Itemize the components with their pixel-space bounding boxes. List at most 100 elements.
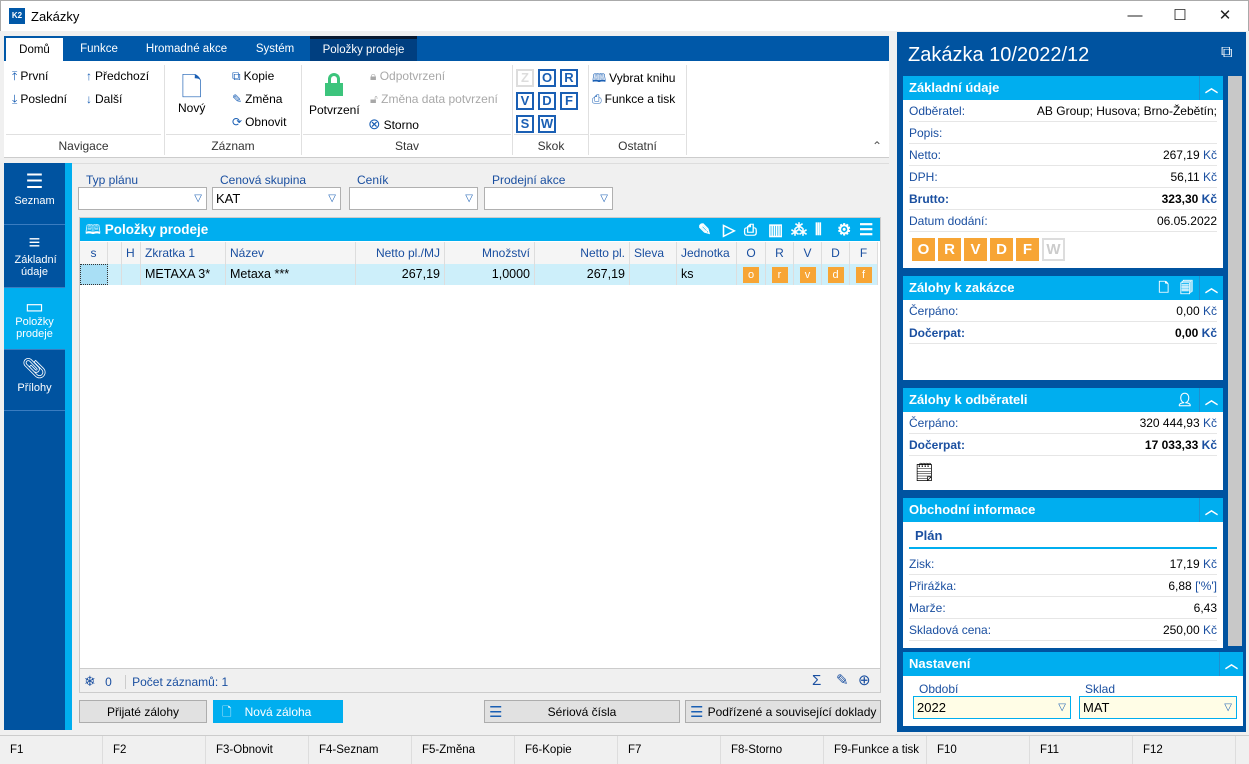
user-document-icon[interactable]: 👤︎ xyxy=(1176,392,1193,407)
previous-button[interactable]: ↑ Předchozí xyxy=(86,69,150,83)
jump-o-button[interactable]: O xyxy=(538,69,556,87)
jump-s-button[interactable]: S xyxy=(516,115,534,133)
sidebar-item-prilohy[interactable]: 📎︎ Přílohy xyxy=(4,350,65,411)
column-header[interactable]: Název xyxy=(226,242,356,264)
sidebar-item-zakladni-udaje[interactable]: ≡ Základní údaje xyxy=(4,226,65,288)
documents-icon[interactable]: 🗐 xyxy=(1180,280,1193,295)
jump-badge-w[interactable]: W xyxy=(1042,238,1065,261)
fkey-button[interactable]: F5-Změna xyxy=(412,736,515,764)
jump-f-button[interactable]: F xyxy=(560,92,578,110)
hamburger-icon[interactable]: ☰ xyxy=(859,222,874,239)
jump-w-button[interactable]: W xyxy=(538,115,556,133)
tab-domu[interactable]: Domů xyxy=(6,38,63,61)
sidebar-item-seznam[interactable]: ☰ Seznam xyxy=(4,163,65,225)
table-cell[interactable]: 267,19 xyxy=(356,264,445,285)
collapse-icon[interactable]: ︿ xyxy=(1199,76,1223,100)
jump-badge-d[interactable]: D xyxy=(990,238,1013,261)
document-icon[interactable]: 🗋 xyxy=(1158,280,1169,295)
gear-icon[interactable]: ⚙ xyxy=(837,222,852,239)
storno-button[interactable]: ⊗ Storno xyxy=(368,116,419,133)
chart-icon[interactable]: ▥ xyxy=(768,222,784,239)
column-header[interactable]: O xyxy=(737,242,766,264)
column-header[interactable]: Jednotka xyxy=(677,242,737,264)
collapse-icon[interactable]: ︿ xyxy=(1199,276,1223,300)
fkey-button[interactable]: F4-Seznam xyxy=(309,736,412,764)
printer-icon[interactable]: ⎙ xyxy=(744,222,757,239)
fkey-button[interactable]: F8-Storno xyxy=(721,736,824,764)
edit-button[interactable]: ✎ Změna xyxy=(232,92,283,106)
refresh-button[interactable]: ⟳ Obnovit xyxy=(232,115,287,129)
play-icon[interactable]: ▷ xyxy=(723,222,736,239)
table-cell[interactable] xyxy=(630,264,677,285)
column-header[interactable]: H xyxy=(122,242,141,264)
jump-r-button[interactable]: R xyxy=(560,69,578,87)
group-icon[interactable]: ⁂ xyxy=(791,222,807,239)
fkey-button[interactable]: F3-Obnovit xyxy=(206,736,309,764)
filter-select[interactable]: ▽ xyxy=(484,187,613,210)
fkey-button[interactable]: F12 xyxy=(1133,736,1236,764)
filter-select[interactable]: ▽ xyxy=(349,187,478,210)
print-functions-button[interactable]: ⎙ Funkce a tisk xyxy=(592,92,676,106)
fkey-button[interactable]: F2 xyxy=(103,736,206,764)
collapse-ribbon-icon[interactable]: ⌃ xyxy=(872,139,883,153)
new-advance-button[interactable]: 🗋 Nová záloha xyxy=(213,700,343,723)
table-cell[interactable] xyxy=(80,264,108,285)
column-header[interactable]: Sleva Z xyxy=(630,242,677,282)
status-badge[interactable]: r xyxy=(771,267,788,283)
table-cell[interactable] xyxy=(108,264,122,285)
status-badge[interactable]: v xyxy=(799,267,816,283)
column-header[interactable]: Netto pl. xyxy=(535,242,630,264)
collapse-icon[interactable]: ︿ xyxy=(1199,388,1223,412)
popout-icon[interactable]: ⧉ xyxy=(1221,44,1233,61)
period-select[interactable]: 2022 ▽ xyxy=(913,696,1071,719)
fkey-button[interactable]: F11 xyxy=(1030,736,1133,764)
tab-funkce[interactable]: Funkce xyxy=(80,43,118,55)
last-button[interactable]: ⤓ Poslední xyxy=(12,92,68,106)
confirm-button[interactable]: Potvrzení xyxy=(309,73,360,117)
pencil-icon[interactable]: ✎ xyxy=(836,672,849,689)
fkey-button[interactable]: F7 xyxy=(618,736,721,764)
column-header[interactable]: F xyxy=(850,242,878,264)
select-book-button[interactable]: 🕮 Vybrat knihu xyxy=(592,71,676,85)
minimize-button[interactable]: — xyxy=(1127,7,1143,24)
received-advances-button[interactable]: Přijaté zálohy xyxy=(79,700,207,723)
sidebar-item-polozky-prodeje[interactable]: ▭ Položky prodeje xyxy=(4,288,65,350)
tab-polozky-prodeje[interactable]: Položky prodeje xyxy=(310,36,417,61)
new-button[interactable]: 🗋 Nový xyxy=(178,72,206,115)
unconfirm-button[interactable]: 🔒︎ Odpotvrzení xyxy=(370,69,446,83)
table-cell[interactable]: 1,0000 xyxy=(445,264,535,285)
add-document-icon[interactable]: ⊕ xyxy=(858,672,871,689)
jump-badge-f[interactable]: F xyxy=(1016,238,1039,261)
fkey-button[interactable]: F10 xyxy=(927,736,1030,764)
table-cell[interactable]: METAXA 3* xyxy=(141,264,226,285)
status-badge[interactable]: d xyxy=(827,267,844,283)
filter-select[interactable]: ▽ xyxy=(78,187,207,210)
column-header[interactable] xyxy=(108,242,122,264)
table-cell[interactable] xyxy=(122,264,141,285)
column-header[interactable]: Množství xyxy=(445,242,535,264)
jump-badge-v[interactable]: V xyxy=(964,238,987,261)
maximize-button[interactable]: ☐ xyxy=(1173,7,1187,24)
column-header[interactable]: R xyxy=(766,242,794,264)
table-cell[interactable]: f xyxy=(850,264,878,285)
collapse-icon[interactable]: ︿ xyxy=(1199,498,1223,522)
table-cell[interactable]: 267,19 xyxy=(535,264,630,285)
edit-list-icon[interactable]: ✎ xyxy=(698,222,712,239)
change-confirm-date-button[interactable]: 🔓︎ Změna data potvrzení xyxy=(370,92,498,106)
table-cell[interactable]: v xyxy=(794,264,822,285)
close-button[interactable]: ✕ xyxy=(1218,7,1232,24)
column-header[interactable]: Zkratka 1 xyxy=(141,242,226,264)
table-cell[interactable]: Metaxa *** xyxy=(226,264,356,285)
first-button[interactable]: ⤒ První xyxy=(12,69,49,83)
status-badge[interactable]: f xyxy=(855,267,872,283)
jump-v-button[interactable]: V xyxy=(516,92,534,110)
column-header[interactable]: V xyxy=(794,242,822,264)
column-header[interactable]: Netto pl./MJ xyxy=(356,242,445,264)
fkey-button[interactable]: F1 xyxy=(0,736,103,764)
column-header[interactable]: s xyxy=(80,242,108,264)
tab-system[interactable]: Systém xyxy=(255,43,295,55)
table-cell[interactable]: r xyxy=(766,264,794,285)
table-cell[interactable]: ks xyxy=(677,264,737,285)
columns-icon[interactable]: ⫴ xyxy=(815,222,822,239)
table-cell[interactable]: o xyxy=(737,264,766,285)
